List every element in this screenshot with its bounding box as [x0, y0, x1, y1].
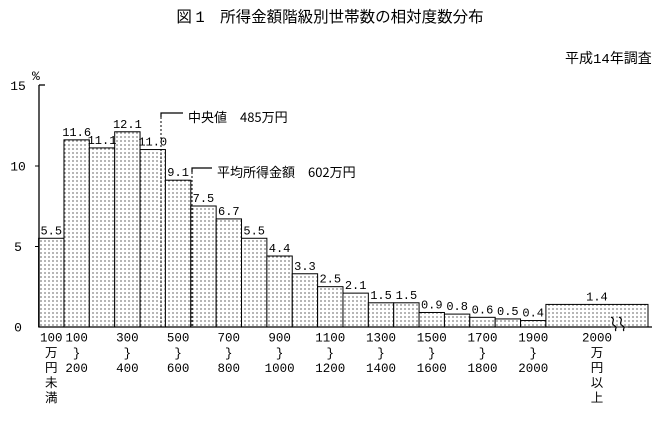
svg-text:}: }: [174, 347, 182, 361]
svg-text:0.5: 0.5: [497, 305, 519, 319]
svg-text:300: 300: [116, 332, 139, 346]
svg-text:400: 400: [116, 362, 139, 376]
svg-text:700: 700: [218, 332, 241, 346]
svg-text:1700: 1700: [467, 332, 497, 346]
svg-text:900: 900: [268, 332, 291, 346]
svg-text:1100: 1100: [315, 332, 345, 346]
svg-text:}: }: [377, 347, 385, 361]
svg-text:5.5: 5.5: [40, 224, 62, 238]
svg-text:上: 上: [591, 387, 604, 406]
svg-text:11.0: 11.0: [138, 136, 167, 150]
svg-text:0.8: 0.8: [446, 300, 468, 314]
svg-text:1900: 1900: [518, 332, 548, 346]
svg-text:10: 10: [10, 160, 26, 175]
svg-text:800: 800: [218, 362, 241, 376]
svg-text:6.7: 6.7: [218, 205, 240, 219]
svg-text:15: 15: [10, 79, 26, 94]
svg-text:0.9: 0.9: [421, 298, 443, 312]
svg-text:200: 200: [65, 362, 88, 376]
svg-text:500: 500: [167, 332, 190, 346]
svg-text:}: }: [428, 347, 436, 361]
svg-text:中央値 485万円: 中央値 485万円: [188, 107, 288, 126]
svg-text:1.5: 1.5: [370, 289, 392, 303]
svg-text:1200: 1200: [315, 362, 345, 376]
svg-text:0.4: 0.4: [522, 307, 544, 321]
svg-text:}: }: [479, 347, 487, 361]
svg-text:9.1: 9.1: [167, 166, 189, 180]
svg-text:1600: 1600: [417, 362, 447, 376]
svg-text:3.3: 3.3: [294, 260, 316, 274]
svg-text:%: %: [32, 69, 40, 84]
svg-text:2.1: 2.1: [345, 279, 367, 293]
svg-text:12.1: 12.1: [113, 118, 142, 132]
svg-text:1400: 1400: [366, 362, 396, 376]
svg-text:}: }: [529, 347, 537, 361]
svg-text:1800: 1800: [467, 362, 497, 376]
svg-text:0: 0: [14, 321, 22, 336]
svg-text:1.4: 1.4: [586, 290, 608, 304]
svg-text:}: }: [327, 347, 335, 361]
svg-text:100: 100: [65, 332, 88, 346]
svg-text:2.5: 2.5: [319, 273, 341, 287]
svg-text:2000: 2000: [518, 362, 548, 376]
svg-text:}: }: [73, 347, 81, 361]
svg-text:7.5: 7.5: [193, 192, 215, 206]
svg-text:平成14年調査: 平成14年調査: [565, 48, 652, 68]
svg-text:1500: 1500: [417, 332, 447, 346]
svg-text:満: 満: [45, 387, 58, 406]
svg-text:}: }: [124, 347, 132, 361]
svg-text:}: }: [276, 347, 284, 361]
svg-text:600: 600: [167, 362, 190, 376]
svg-text:1300: 1300: [366, 332, 396, 346]
svg-text:0.6: 0.6: [472, 303, 494, 317]
svg-text:図 1 所得金額階級別世帯数の相対度数分布: 図 1 所得金額階級別世帯数の相対度数分布: [176, 5, 483, 27]
svg-text:}: }: [225, 347, 233, 361]
svg-text:11.1: 11.1: [88, 134, 117, 148]
svg-text:5.5: 5.5: [243, 224, 265, 238]
svg-text:5: 5: [14, 240, 22, 255]
svg-text:平均所得金額 602万円: 平均所得金額 602万円: [217, 162, 356, 181]
svg-text:1000: 1000: [265, 362, 295, 376]
svg-text:4.4: 4.4: [269, 242, 291, 256]
svg-text:1.5: 1.5: [396, 289, 418, 303]
